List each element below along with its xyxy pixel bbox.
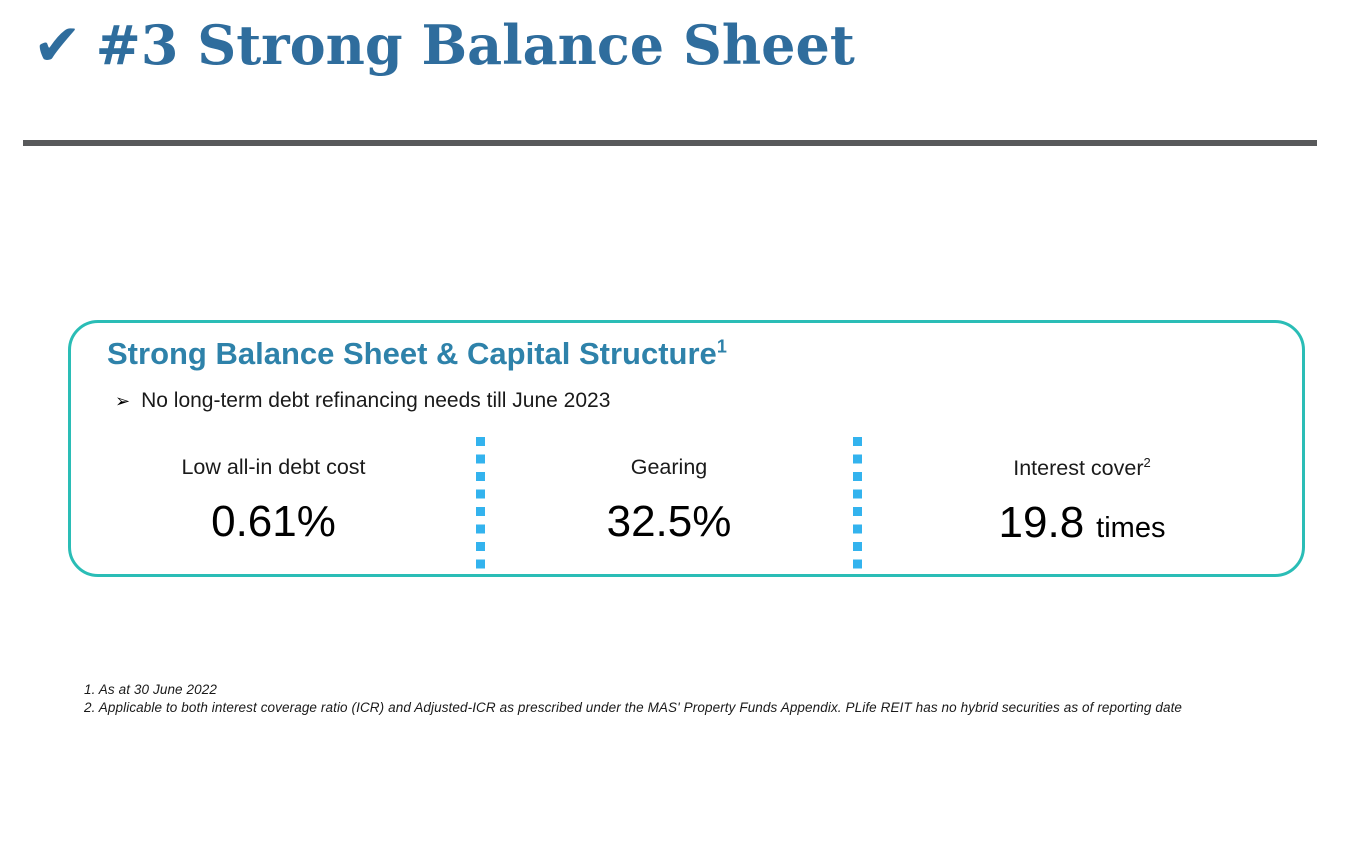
stat-debt-cost: Low all-in debt cost 0.61%	[71, 437, 476, 577]
dotted-divider	[853, 437, 862, 570]
footnote-1: 1. As at 30 June 2022	[84, 682, 217, 697]
stat-value-number: 0.61%	[211, 497, 336, 546]
panel-heading-footnote-ref: 1	[716, 336, 727, 357]
stat-value-number: 19.8	[998, 498, 1085, 548]
arrow-bullet-icon: ➢	[115, 391, 131, 411]
panel-heading-text: Strong Balance Sheet & Capital Structure	[107, 336, 717, 371]
stat-value: 32.5%	[607, 497, 732, 547]
bullet-point: ➢ No long-term debt refinancing needs ti…	[115, 389, 1302, 413]
balance-sheet-panel: Strong Balance Sheet & Capital Structure…	[68, 320, 1305, 577]
dotted-divider	[476, 437, 485, 570]
slide-header: ✔ #3 Strong Balance Sheet	[33, 14, 855, 76]
header-divider-rule	[23, 140, 1317, 146]
stat-value: 19.8 times	[999, 498, 1166, 548]
footnotes: 1. As at 30 June 2022 2. Applicable to b…	[84, 681, 1182, 717]
footnote-2: 2. Applicable to both interest coverage …	[84, 700, 1183, 715]
bullet-text: No long-term debt refinancing needs till…	[141, 389, 611, 412]
stats-row: Low all-in debt cost 0.61% Gearing 32.5%…	[71, 437, 1302, 577]
stat-gearing: Gearing 32.5%	[485, 437, 853, 577]
stat-label: Low all-in debt cost	[181, 455, 366, 479]
stat-value: 0.61%	[211, 497, 336, 547]
page-title: #3 Strong Balance Sheet	[95, 13, 855, 77]
stat-label-text: Interest cover	[1013, 456, 1144, 481]
stat-value-suffix: times	[1096, 512, 1166, 545]
checkmark-icon: ✔	[33, 11, 82, 80]
stat-label-footnote-ref: 2	[1143, 455, 1151, 470]
stat-label: Gearing	[630, 455, 708, 479]
stat-label: Interest cover2	[1013, 455, 1150, 481]
stat-value-number: 32.5%	[606, 497, 732, 546]
panel-heading: Strong Balance Sheet & Capital Structure…	[107, 336, 1302, 372]
stat-interest-cover: Interest cover2 19.8 times	[862, 437, 1302, 577]
